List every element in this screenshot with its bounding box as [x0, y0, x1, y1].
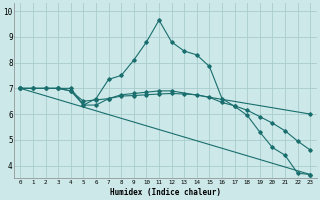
X-axis label: Humidex (Indice chaleur): Humidex (Indice chaleur) — [110, 188, 221, 197]
